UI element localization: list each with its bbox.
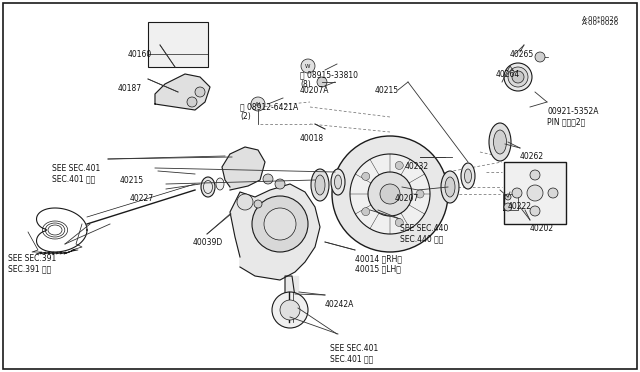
Text: 40187: 40187 bbox=[118, 84, 142, 93]
Ellipse shape bbox=[493, 130, 506, 154]
Circle shape bbox=[252, 196, 308, 252]
Ellipse shape bbox=[331, 169, 345, 195]
Text: 00921-5352A
PIN ピン（2）: 00921-5352A PIN ピン（2） bbox=[547, 107, 598, 126]
Circle shape bbox=[187, 97, 197, 107]
Ellipse shape bbox=[311, 169, 329, 201]
Ellipse shape bbox=[441, 171, 459, 203]
Circle shape bbox=[362, 208, 370, 216]
Text: 40207: 40207 bbox=[395, 194, 419, 203]
Circle shape bbox=[505, 194, 511, 200]
Ellipse shape bbox=[445, 177, 455, 197]
Circle shape bbox=[251, 97, 265, 111]
Text: Ⓝ 08912-6421A
(2): Ⓝ 08912-6421A (2) bbox=[240, 102, 298, 121]
Text: Ⓦ 08915-33810
(8): Ⓦ 08915-33810 (8) bbox=[300, 70, 358, 89]
Polygon shape bbox=[222, 147, 265, 190]
Circle shape bbox=[280, 300, 300, 320]
Text: A·00*0026: A·00*0026 bbox=[582, 16, 620, 22]
Circle shape bbox=[350, 154, 430, 234]
Circle shape bbox=[527, 185, 543, 201]
Text: N: N bbox=[256, 102, 260, 106]
Circle shape bbox=[396, 161, 403, 170]
Text: 40222: 40222 bbox=[508, 202, 532, 211]
Text: 40265: 40265 bbox=[510, 50, 534, 59]
Ellipse shape bbox=[504, 63, 532, 91]
Circle shape bbox=[396, 218, 403, 227]
Polygon shape bbox=[285, 276, 298, 318]
Ellipse shape bbox=[508, 67, 528, 87]
Circle shape bbox=[237, 194, 253, 210]
Ellipse shape bbox=[216, 178, 224, 190]
Ellipse shape bbox=[512, 71, 524, 83]
Text: 40160: 40160 bbox=[128, 50, 152, 59]
Text: 40242A: 40242A bbox=[325, 300, 355, 309]
Circle shape bbox=[272, 292, 308, 328]
Text: 40215: 40215 bbox=[120, 176, 144, 185]
Text: 40018: 40018 bbox=[300, 134, 324, 143]
Text: 40202: 40202 bbox=[530, 224, 554, 233]
Circle shape bbox=[195, 87, 205, 97]
Text: 40264: 40264 bbox=[496, 70, 520, 79]
Ellipse shape bbox=[461, 163, 475, 189]
Text: SEE SEC.440
SEC.440 参照: SEE SEC.440 SEC.440 参照 bbox=[400, 224, 449, 243]
Circle shape bbox=[504, 203, 512, 211]
Text: SEE SEC.391
SEC.391 参照: SEE SEC.391 SEC.391 参照 bbox=[8, 254, 56, 273]
Ellipse shape bbox=[335, 175, 342, 189]
Circle shape bbox=[368, 172, 412, 216]
Circle shape bbox=[530, 206, 540, 216]
Text: 40262: 40262 bbox=[520, 152, 544, 161]
Ellipse shape bbox=[465, 169, 472, 183]
Text: 40014 （RH）
40015 （LH）: 40014 （RH） 40015 （LH） bbox=[355, 254, 402, 273]
Text: 40039D: 40039D bbox=[193, 238, 223, 247]
Polygon shape bbox=[155, 74, 210, 110]
Bar bbox=[148, 22, 208, 67]
Text: W: W bbox=[305, 64, 311, 68]
Circle shape bbox=[263, 174, 273, 184]
Circle shape bbox=[548, 188, 558, 198]
Text: SEE SEC.401
SEC.401 参照: SEE SEC.401 SEC.401 参照 bbox=[330, 344, 378, 363]
Polygon shape bbox=[230, 184, 320, 280]
Text: 40232: 40232 bbox=[405, 162, 429, 171]
Bar bbox=[504, 162, 566, 224]
Circle shape bbox=[416, 190, 424, 198]
Circle shape bbox=[275, 179, 285, 189]
Ellipse shape bbox=[201, 177, 215, 197]
Circle shape bbox=[332, 136, 448, 252]
Circle shape bbox=[530, 170, 540, 180]
Ellipse shape bbox=[489, 123, 511, 161]
Circle shape bbox=[317, 77, 327, 87]
Circle shape bbox=[362, 172, 370, 180]
Text: 40227: 40227 bbox=[130, 194, 154, 203]
Circle shape bbox=[380, 184, 400, 204]
Text: A·00*0026: A·00*0026 bbox=[582, 20, 620, 26]
Ellipse shape bbox=[315, 175, 325, 195]
Text: 40207A: 40207A bbox=[300, 86, 330, 95]
Circle shape bbox=[535, 52, 545, 62]
Text: 40215: 40215 bbox=[375, 86, 399, 95]
Text: SEE SEC.401
SEC.401 参照: SEE SEC.401 SEC.401 参照 bbox=[52, 164, 100, 183]
Circle shape bbox=[512, 188, 522, 198]
Circle shape bbox=[264, 208, 296, 240]
Circle shape bbox=[301, 59, 315, 73]
Circle shape bbox=[254, 200, 262, 208]
